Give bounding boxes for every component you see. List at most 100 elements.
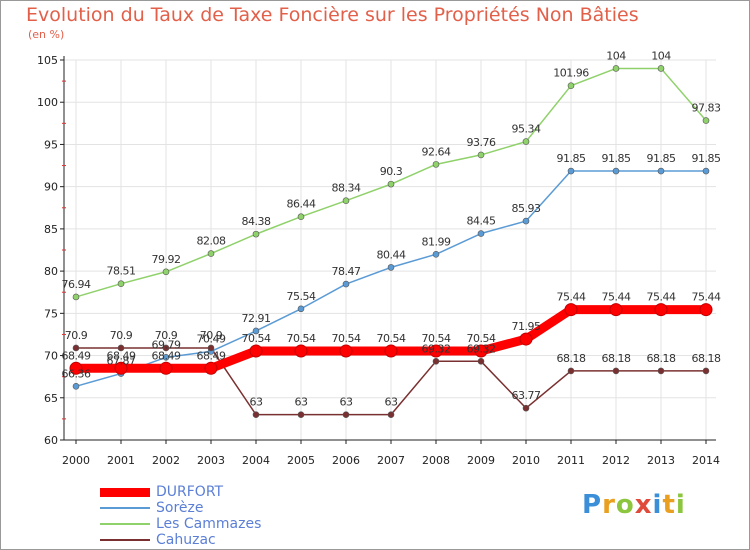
data-label: 70.54	[242, 332, 271, 345]
data-point	[387, 411, 395, 418]
data-point	[657, 167, 665, 175]
data-label: 63	[295, 396, 308, 409]
x-tick-label: 2000	[62, 454, 90, 467]
x-tick-label: 2012	[602, 454, 630, 467]
legend-swatch-cahuzac	[100, 539, 150, 541]
data-point	[297, 213, 305, 221]
data-point	[72, 344, 80, 352]
data-label: 84.38	[242, 215, 271, 228]
data-point	[252, 230, 260, 238]
data-label: 66.36	[62, 367, 91, 380]
data-label: 97.83	[692, 102, 721, 115]
data-label: 90.3	[380, 165, 403, 178]
data-point	[522, 404, 530, 412]
data-label: 78.47	[332, 265, 361, 278]
logo-letter: o	[615, 490, 635, 520]
data-label: 68.18	[557, 352, 586, 365]
y-tick-label: 80	[44, 265, 58, 278]
data-point	[567, 167, 575, 175]
data-point	[477, 230, 485, 237]
legend-label-soreze: Sorèze	[156, 500, 204, 516]
data-point	[342, 197, 350, 204]
data-label: 70.54	[332, 332, 361, 345]
data-point	[207, 250, 215, 257]
data-point	[432, 161, 440, 168]
x-tick-label: 2014	[692, 454, 720, 467]
legend-label-durfort: DURFORT	[156, 484, 224, 500]
data-label: 78.51	[107, 265, 136, 278]
data-point	[72, 293, 80, 301]
legend-item-durfort: DURFORT	[100, 484, 261, 500]
data-point	[429, 344, 443, 358]
data-label: 79.92	[152, 253, 181, 266]
y-tick-label: 90	[44, 181, 58, 194]
data-label: 68.18	[602, 352, 631, 365]
legend-item-cahuzac: Cahuzac	[100, 532, 261, 548]
data-point	[477, 357, 485, 365]
y-tick-label: 70	[44, 350, 58, 363]
logo-letter: i	[652, 490, 663, 520]
data-point	[69, 361, 83, 375]
data-label: 70.54	[467, 332, 496, 345]
data-point	[342, 280, 350, 288]
data-label: 101.96	[553, 67, 589, 80]
data-point	[657, 65, 665, 72]
logo-letter: P	[582, 490, 603, 520]
data-label: 70.9	[200, 329, 223, 342]
data-point	[342, 411, 350, 418]
data-point	[432, 251, 440, 258]
logo-letter: r	[602, 490, 616, 520]
data-label: 75.44	[602, 291, 631, 304]
chart-subtitle: (en %)	[28, 28, 65, 41]
data-point	[612, 65, 620, 72]
data-label: 91.85	[692, 152, 721, 165]
data-point	[702, 167, 710, 175]
y-tick-label: 105	[37, 54, 58, 67]
data-point	[207, 344, 215, 352]
data-point	[159, 361, 173, 375]
data-point	[297, 305, 305, 313]
data-label: 68.49	[107, 349, 136, 362]
data-label: 84.45	[467, 215, 496, 228]
data-label: 63	[340, 396, 353, 409]
data-label: 63.77	[512, 389, 541, 402]
data-label: 70.54	[422, 332, 451, 345]
y-tick-label: 95	[44, 138, 58, 151]
data-label: 91.85	[557, 152, 586, 165]
data-label: 95.34	[512, 123, 541, 136]
legend-swatch-durfort	[100, 487, 150, 497]
data-point	[702, 117, 710, 124]
x-tick-label: 2006	[332, 454, 360, 467]
data-point	[387, 180, 395, 188]
data-point	[522, 217, 530, 225]
legend-item-les-cammazes: Les Cammazes	[100, 516, 261, 532]
legend-label-les-cammazes: Les Cammazes	[156, 516, 262, 532]
legend-label-cahuzac: Cahuzac	[156, 532, 216, 548]
data-label: 104	[606, 49, 626, 62]
data-label: 69.79	[152, 338, 181, 351]
x-tick-label: 2011	[557, 454, 585, 467]
data-label: 69.32	[467, 342, 496, 355]
data-point	[564, 303, 578, 317]
data-label: 63	[385, 396, 398, 409]
data-point	[432, 357, 440, 365]
data-label: 70.49	[197, 332, 226, 345]
x-tick-label: 2005	[287, 454, 315, 467]
data-point	[384, 344, 398, 358]
legend-swatch-soreze	[100, 507, 150, 509]
proxiti-logo: Proxiti	[582, 490, 686, 520]
data-label: 75.44	[557, 291, 586, 304]
chart-title: Evolution du Taux de Taxe Foncière sur l…	[26, 4, 639, 26]
data-label: 70.54	[377, 332, 406, 345]
data-point	[117, 344, 125, 352]
data-label: 70.9	[65, 329, 88, 342]
x-tick-label: 2013	[647, 454, 675, 467]
x-tick-label: 2009	[467, 454, 495, 467]
y-tick-label: 65	[44, 392, 58, 405]
data-point	[114, 361, 128, 375]
data-point	[387, 264, 395, 271]
data-label: 71.95	[512, 320, 541, 333]
data-label: 86.44	[287, 198, 316, 211]
data-point	[117, 280, 125, 287]
